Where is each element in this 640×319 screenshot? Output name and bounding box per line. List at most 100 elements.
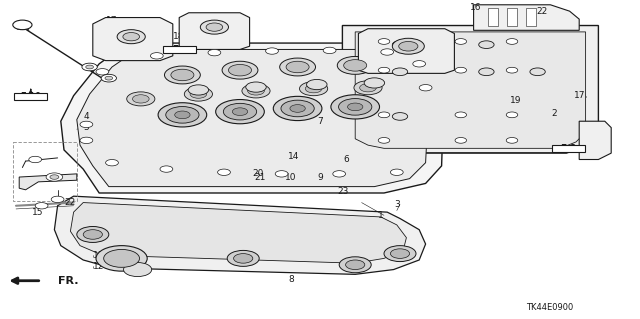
Circle shape (123, 33, 140, 41)
Circle shape (273, 96, 322, 121)
Circle shape (124, 263, 152, 277)
Circle shape (208, 49, 221, 56)
Text: 22: 22 (64, 198, 76, 207)
Text: E-8: E-8 (172, 45, 188, 54)
Circle shape (506, 112, 518, 118)
Polygon shape (61, 43, 445, 193)
Circle shape (530, 68, 545, 76)
Circle shape (348, 103, 363, 111)
Text: 22: 22 (536, 7, 547, 16)
Text: 19: 19 (510, 96, 522, 105)
Circle shape (378, 112, 390, 118)
Polygon shape (474, 5, 579, 30)
Polygon shape (355, 32, 586, 148)
Circle shape (290, 105, 305, 112)
Circle shape (364, 78, 385, 88)
Circle shape (506, 39, 518, 44)
Circle shape (227, 250, 259, 266)
Circle shape (392, 68, 408, 76)
Text: FR.: FR. (58, 276, 78, 286)
Circle shape (80, 137, 93, 144)
Circle shape (399, 41, 418, 51)
Text: TK44E0900: TK44E0900 (525, 303, 573, 312)
Circle shape (29, 156, 42, 163)
Circle shape (286, 61, 309, 73)
Circle shape (413, 61, 426, 67)
Circle shape (164, 66, 200, 84)
Circle shape (83, 230, 102, 239)
Circle shape (390, 169, 403, 175)
Circle shape (455, 39, 467, 44)
Circle shape (479, 41, 494, 48)
Circle shape (479, 68, 494, 76)
Polygon shape (358, 29, 454, 73)
Text: 8: 8 (289, 275, 294, 284)
Bar (488, 8, 498, 26)
Text: 16: 16 (470, 4, 482, 12)
Circle shape (248, 87, 264, 95)
Polygon shape (342, 26, 598, 153)
Polygon shape (77, 49, 430, 187)
Circle shape (82, 63, 97, 71)
Circle shape (266, 48, 278, 54)
Text: 17: 17 (106, 16, 117, 25)
Circle shape (105, 76, 113, 80)
Circle shape (281, 100, 314, 117)
Text: 12: 12 (93, 262, 104, 271)
Text: 15: 15 (32, 208, 44, 217)
Circle shape (242, 84, 270, 98)
Circle shape (96, 69, 109, 75)
Circle shape (246, 82, 266, 92)
Text: 23: 23 (337, 187, 349, 196)
Circle shape (337, 56, 373, 74)
Polygon shape (70, 203, 406, 263)
Bar (552, 145, 585, 152)
Circle shape (158, 103, 207, 127)
Text: 17: 17 (574, 91, 586, 100)
Circle shape (360, 84, 376, 92)
Circle shape (344, 60, 367, 71)
Text: 21: 21 (254, 173, 266, 182)
Text: 11: 11 (93, 251, 104, 260)
Circle shape (101, 74, 116, 82)
Circle shape (188, 85, 209, 95)
Circle shape (506, 67, 518, 73)
Polygon shape (579, 121, 611, 160)
Circle shape (384, 246, 416, 262)
Circle shape (381, 49, 394, 55)
Circle shape (190, 90, 207, 98)
Circle shape (86, 65, 93, 69)
Circle shape (96, 246, 147, 271)
Circle shape (455, 137, 467, 143)
Text: 20: 20 (253, 169, 264, 178)
Text: 9: 9 (317, 173, 323, 182)
Text: 14: 14 (288, 152, 300, 161)
Circle shape (390, 249, 410, 258)
Circle shape (234, 254, 253, 263)
Text: 19: 19 (113, 51, 125, 60)
Circle shape (150, 53, 163, 59)
Circle shape (184, 87, 212, 101)
Circle shape (106, 160, 118, 166)
Circle shape (307, 79, 327, 90)
Circle shape (175, 111, 190, 119)
Polygon shape (19, 174, 77, 190)
Circle shape (171, 69, 194, 81)
Circle shape (127, 92, 155, 106)
Circle shape (51, 196, 64, 203)
Circle shape (160, 166, 173, 172)
Circle shape (200, 20, 228, 34)
Circle shape (378, 67, 390, 73)
Bar (163, 46, 196, 53)
Text: 6: 6 (343, 155, 349, 164)
Circle shape (80, 121, 93, 128)
Circle shape (455, 67, 467, 73)
Circle shape (305, 85, 322, 93)
Circle shape (46, 173, 63, 181)
Circle shape (378, 137, 390, 143)
Circle shape (392, 38, 424, 54)
Circle shape (378, 39, 390, 44)
Circle shape (455, 112, 467, 118)
Circle shape (50, 175, 59, 179)
Circle shape (216, 100, 264, 124)
